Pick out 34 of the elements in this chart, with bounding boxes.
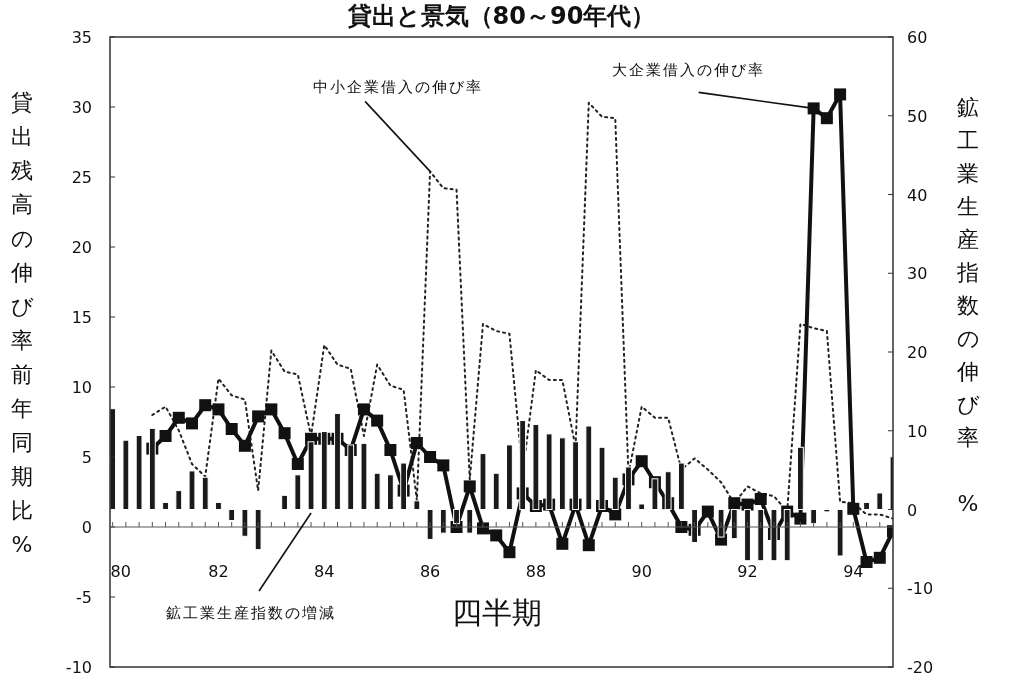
y-tick-label: -5: [76, 588, 92, 607]
x-tick-label: 88: [525, 562, 547, 581]
y2-tick-label: -20: [907, 658, 934, 677]
x-tick-label: 86: [419, 562, 441, 581]
x-tick-label: 94: [843, 562, 864, 581]
y2-tick-label: 40: [907, 185, 928, 205]
text: 鉱工業生産指数の伸び率 %: [956, 95, 980, 516]
x-tick-label: 80: [110, 562, 131, 581]
y2-tick-label: -10: [907, 579, 934, 599]
y-tick-label: 30: [71, 98, 92, 117]
x-tick-label: 90: [631, 562, 652, 581]
y-tick-label: -10: [65, 658, 92, 677]
x-tick-label: 92: [737, 562, 758, 581]
annotation: 大企業借入の伸び率: [612, 61, 766, 80]
x-axis-title: 四半期: [452, 595, 542, 630]
y2-tick-label: 30: [907, 264, 928, 284]
y-tick-label: 15: [71, 308, 92, 327]
y2-tick-label: 60: [907, 28, 928, 47]
y-tick-label: 0: [81, 518, 92, 537]
x-tick-label: 84: [314, 562, 335, 581]
y-tick-label: 20: [71, 238, 92, 257]
text: 貸出残高の伸び率前年同期比%: [10, 90, 34, 557]
y2-tick-label: 0: [907, 500, 918, 520]
x-tick-label: 82: [208, 562, 229, 581]
annotation: 中小企業借入の伸び率: [313, 78, 484, 97]
y-tick-label: 25: [71, 168, 92, 187]
y-tick-label: 5: [81, 448, 92, 467]
y-tick-label: 10: [71, 378, 92, 397]
y-tick-label: 35: [71, 28, 92, 47]
annotation: 鉱工業生産指数の増減: [166, 604, 337, 622]
y2-tick-label: 20: [907, 343, 928, 362]
y2-tick-label: 50: [907, 106, 928, 126]
chart-title: 貸出と景気（80～90年代）: [346, 2, 656, 30]
y2-tick-label: 10: [907, 421, 928, 441]
